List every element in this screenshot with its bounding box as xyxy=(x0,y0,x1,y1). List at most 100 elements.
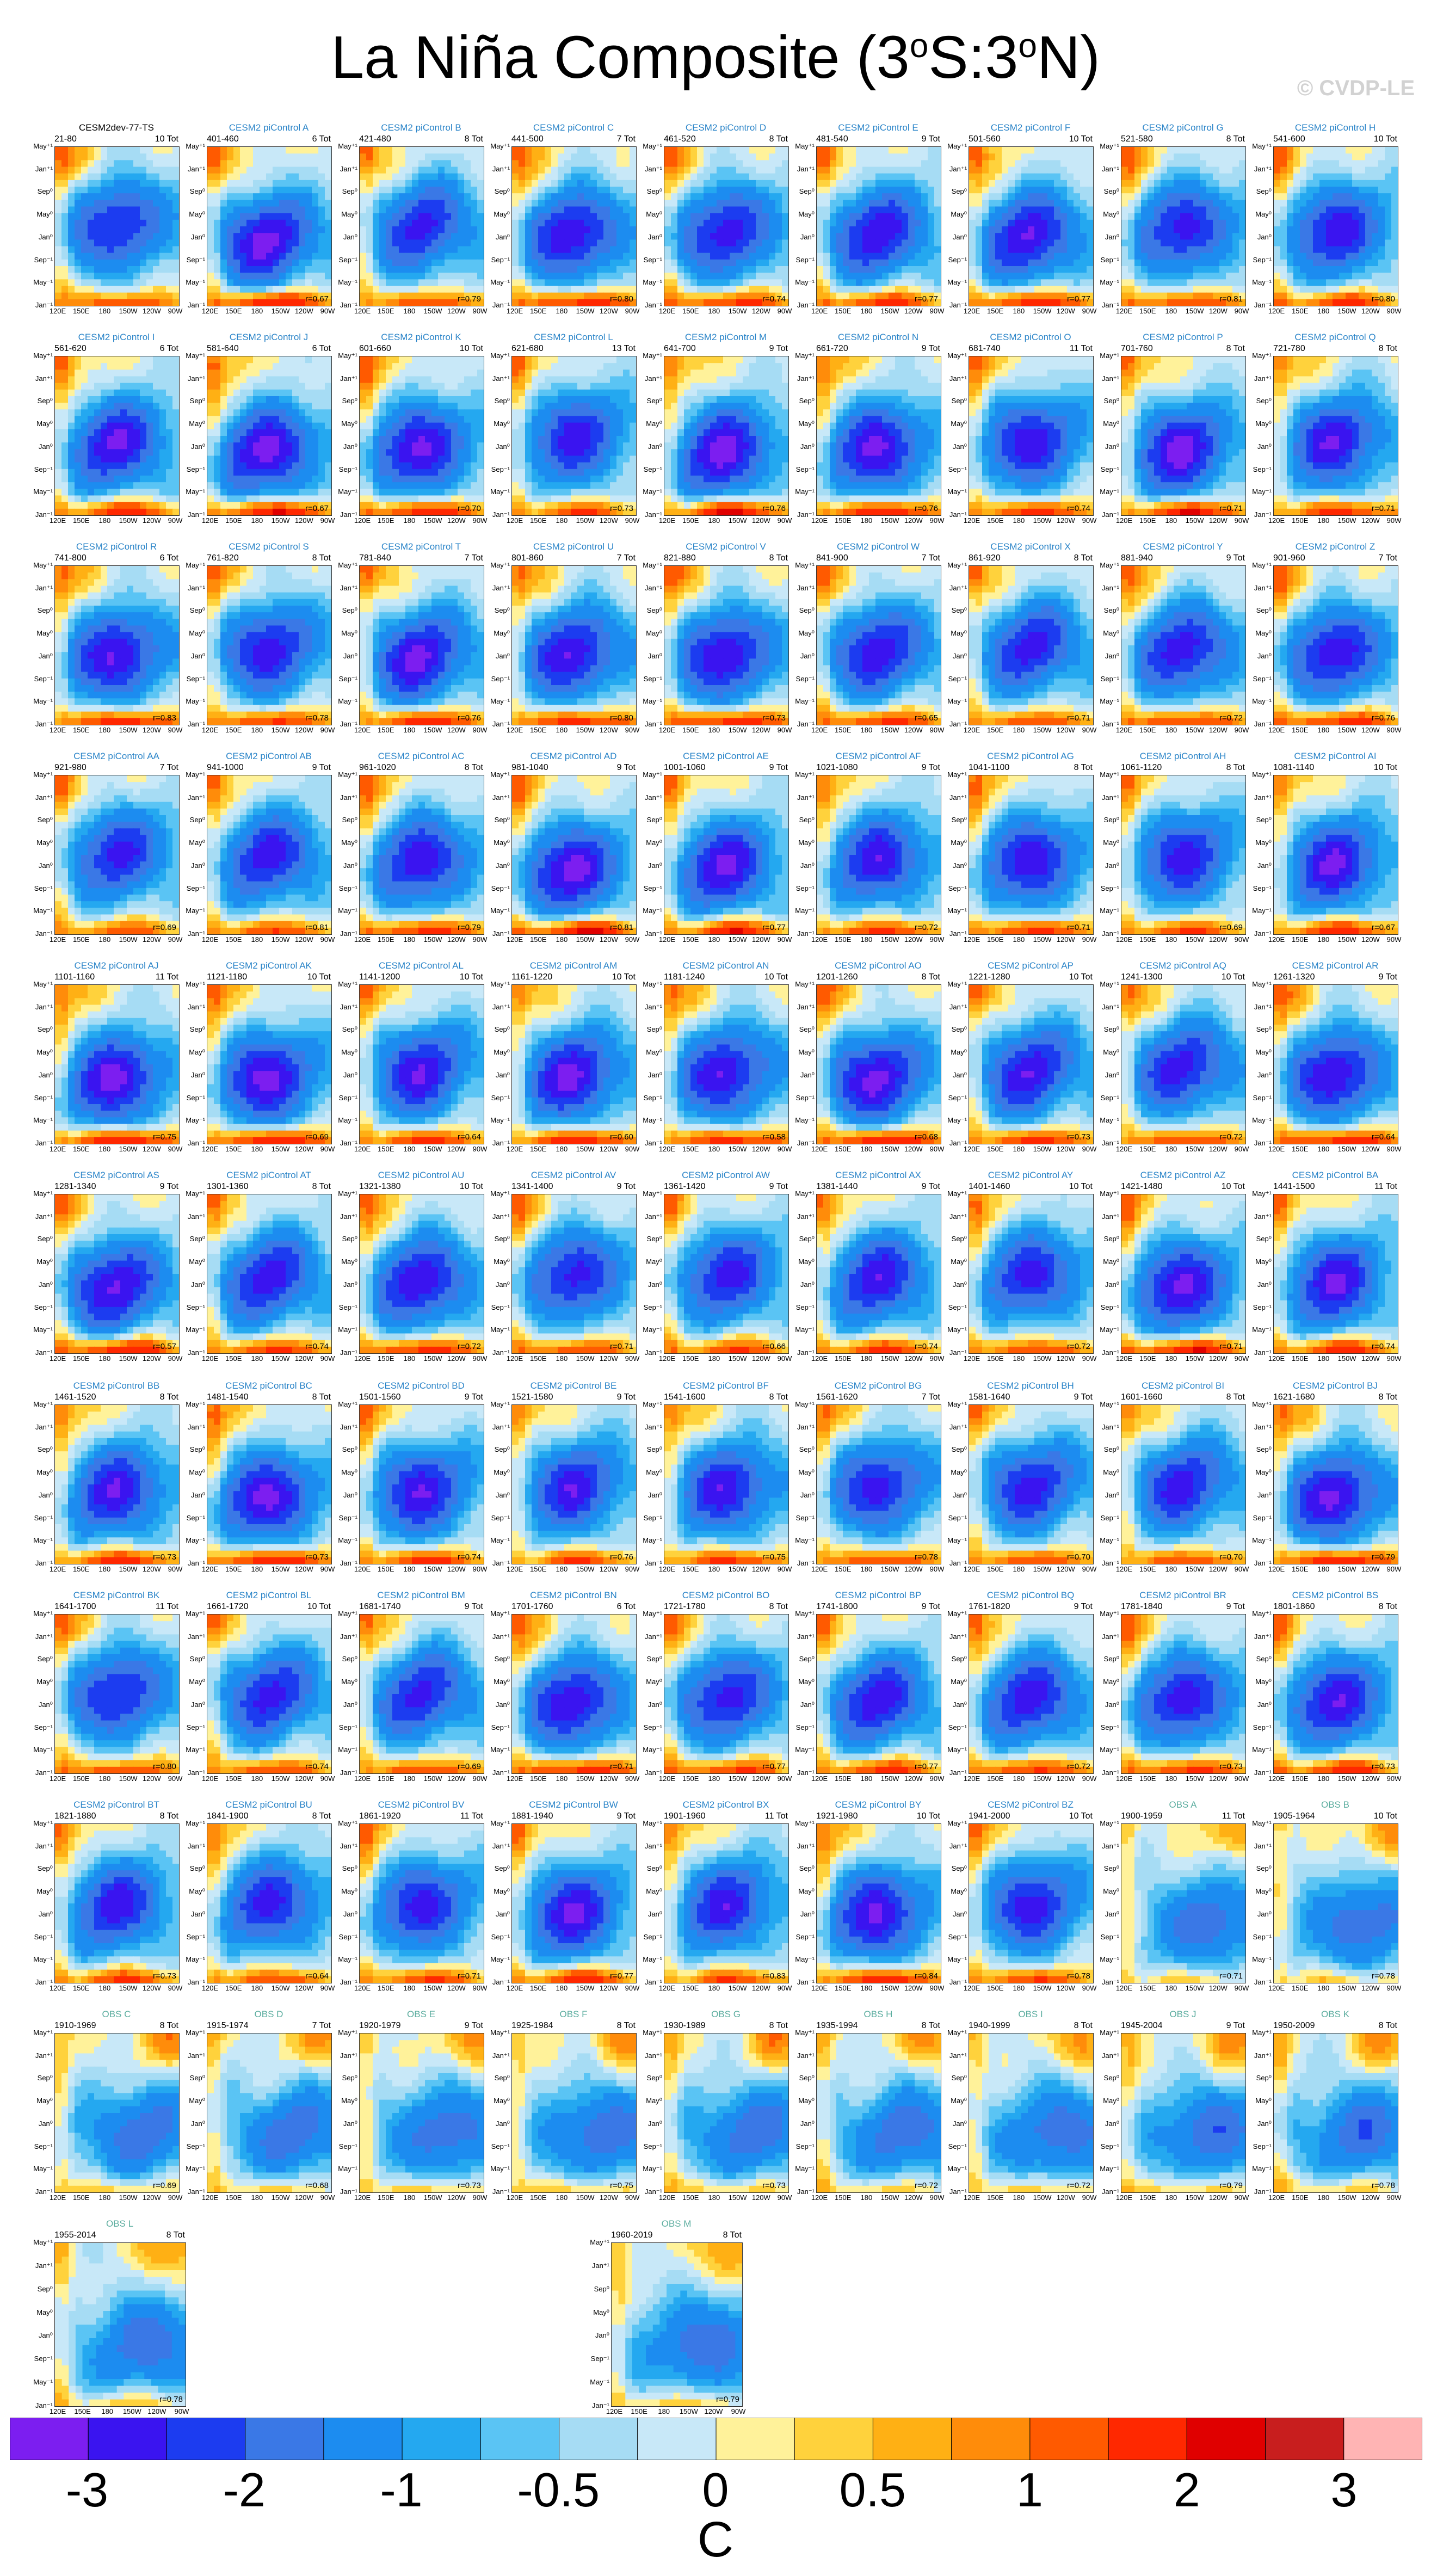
x-tick-label: 90W xyxy=(778,1774,792,1783)
y-tick-label: Jan⁻¹ xyxy=(1102,929,1119,938)
y-tick-label: Jan⁰ xyxy=(953,1280,967,1289)
y-tick-label: Sep⁰ xyxy=(190,1025,205,1034)
colorbar-tick-label: -2 xyxy=(223,2462,266,2518)
x-tick-label: 150W xyxy=(881,1565,899,1573)
x-tick-label: 180 xyxy=(99,1984,111,1992)
y-tick-label: Jan⁰ xyxy=(800,1280,815,1289)
x-tick-label: 150W xyxy=(729,1774,747,1783)
x-tick-label: 150W xyxy=(576,1565,595,1573)
y-tick-label: Jan⁻¹ xyxy=(949,929,967,938)
y-tick-label: May⁺¹ xyxy=(1100,1400,1119,1409)
x-tick-label: 120W xyxy=(752,1354,770,1363)
panel-title: CESM2 piControl BX xyxy=(683,1799,769,1810)
colorbar-tick-label: 2 xyxy=(1174,2462,1200,2518)
panel-heatmap xyxy=(969,1614,1094,1774)
y-tick-label: Jan⁻¹ xyxy=(1254,1559,1272,1568)
x-tick-label: 90W xyxy=(168,307,183,315)
panel-years: 401-460 xyxy=(207,134,239,144)
panel: OBS I 1940-1999 8 Tot May⁺¹ Jan⁺¹ Sep⁰ May⁰ Jan… xyxy=(947,2009,1096,2206)
y-tick-label: May⁺¹ xyxy=(1100,142,1119,151)
panel-correlation: r=0.71 xyxy=(1219,504,1243,513)
y-tick-label: May⁻¹ xyxy=(947,1326,967,1334)
y-tick-label: Jan⁰ xyxy=(496,652,510,661)
x-tick-label: 90W xyxy=(1082,2193,1097,2202)
y-tick-label: Jan⁺¹ xyxy=(1254,1003,1272,1012)
y-tick-label: Jan⁺¹ xyxy=(797,1632,815,1641)
panel-total: 8 Tot xyxy=(1379,1392,1397,1402)
y-tick-label: Sep⁻¹ xyxy=(187,2142,205,2151)
x-tick-label: 180 xyxy=(1013,1354,1025,1363)
x-tick-label: 150E xyxy=(73,1774,89,1783)
x-tick-label: 120W xyxy=(600,935,618,944)
panel-correlation: r=0.75 xyxy=(153,1132,176,1142)
y-tick-label: May⁰ xyxy=(36,1678,53,1686)
colorbar-tick-label: -1 xyxy=(380,2462,422,2518)
y-tick-label: Jan⁺¹ xyxy=(1102,374,1119,383)
y-tick-label: Jan⁺¹ xyxy=(1254,2051,1272,2060)
y-tick-label: Jan⁻¹ xyxy=(1102,1139,1119,1148)
x-tick-label: 120E xyxy=(659,1984,675,1992)
panel-years: 1900-1959 xyxy=(1121,1811,1163,1821)
y-tick-label: Jan⁻¹ xyxy=(1102,1978,1119,1987)
panel-title: CESM2 piControl F xyxy=(991,122,1070,133)
y-tick-label: Jan⁻¹ xyxy=(1254,2187,1272,2196)
y-tick-label: May⁻¹ xyxy=(590,2378,609,2387)
x-tick-label: 150W xyxy=(729,726,747,734)
y-tick-label: Jan⁰ xyxy=(191,652,205,661)
y-tick-label: Jan⁰ xyxy=(1105,2119,1119,2128)
y-tick-label: Sep⁻¹ xyxy=(644,884,662,893)
y-tick-label: Jan⁺¹ xyxy=(645,1423,662,1432)
panel: CESM2 piControl W 841-900 7 Tot May⁺¹ Jan⁺¹ S… xyxy=(795,541,944,738)
panel-title: OBS G xyxy=(711,2009,741,2020)
x-tick-label: 120W xyxy=(600,2193,618,2202)
y-tick-label: Jan⁻¹ xyxy=(492,1559,510,1568)
x-tick-label: 150E xyxy=(987,1354,1003,1363)
y-tick-label: Jan⁰ xyxy=(1105,652,1119,661)
y-tick-label: Jan⁻¹ xyxy=(645,929,662,938)
y-tick-label: May⁻¹ xyxy=(338,1536,357,1545)
panel-title: CESM2 piControl BR xyxy=(1139,1590,1226,1601)
y-tick-label: May⁰ xyxy=(646,2097,662,2105)
y-tick-label: Jan⁺¹ xyxy=(492,793,510,802)
x-tick-label: 150E xyxy=(225,1984,242,1992)
panel-heatmap xyxy=(664,2033,789,2193)
x-tick-label: 120E xyxy=(1116,935,1132,944)
x-tick-label: 150E xyxy=(73,726,89,734)
y-tick-label: May⁻¹ xyxy=(1100,1116,1119,1125)
x-tick-label: 90W xyxy=(1082,1145,1097,1153)
panel-heatmap xyxy=(54,775,180,935)
y-tick-label: Jan⁻¹ xyxy=(797,1559,815,1568)
y-tick-label: Jan⁻¹ xyxy=(35,1348,53,1357)
y-tick-label: Jan⁰ xyxy=(343,1491,357,1500)
panel-correlation: r=0.77 xyxy=(762,1762,786,1771)
x-tick-label: 120W xyxy=(143,935,161,944)
y-tick-label: Sep⁻¹ xyxy=(34,1514,53,1523)
main-title: La Niña Composite (3oS:3oN) xyxy=(0,11,1431,93)
y-tick-label: Sep⁰ xyxy=(38,1655,53,1663)
panel-correlation: r=0.79 xyxy=(458,294,481,304)
panel-total: 8 Tot xyxy=(1074,553,1093,563)
y-tick-label: May⁺¹ xyxy=(33,2238,53,2247)
panel-heatmap xyxy=(511,1404,637,1564)
panel: CESM2 piControl AV 1341-1400 9 Tot May⁺¹ Jan… xyxy=(490,1170,639,1367)
panel-correlation: r=0.73 xyxy=(1067,1132,1090,1142)
panel-total: 9 Tot xyxy=(769,344,788,354)
x-tick-label: 90W xyxy=(473,1565,488,1573)
y-tick-label: Sep⁻¹ xyxy=(34,1094,53,1102)
y-tick-label: May⁰ xyxy=(951,1258,967,1266)
panel-heatmap xyxy=(969,565,1094,725)
y-tick-label: Sep⁻¹ xyxy=(187,675,205,683)
y-tick-label: May⁰ xyxy=(1103,1048,1119,1057)
y-tick-label: May⁰ xyxy=(1255,2097,1272,2105)
x-tick-label: 150E xyxy=(225,1145,242,1153)
panel: CESM2 piControl AJ 1101-1160 11 Tot May⁺¹ Ja… xyxy=(33,960,182,1157)
panel-total: 10 Tot xyxy=(1069,134,1093,144)
panel-total: 10 Tot xyxy=(460,972,483,982)
panel: CESM2 piControl BI 1601-1660 8 Tot May⁺¹ Jan… xyxy=(1100,1381,1249,1577)
panel: CESM2 piControl AE 1001-1060 9 Tot May⁺¹ Jan… xyxy=(643,751,792,948)
x-tick-label: 90W xyxy=(1082,1984,1097,1992)
panel-total: 10 Tot xyxy=(764,972,788,982)
panel-years: 421-480 xyxy=(359,134,391,144)
x-tick-label: 150E xyxy=(378,307,394,315)
y-tick-label: May⁺¹ xyxy=(1100,1190,1119,1198)
